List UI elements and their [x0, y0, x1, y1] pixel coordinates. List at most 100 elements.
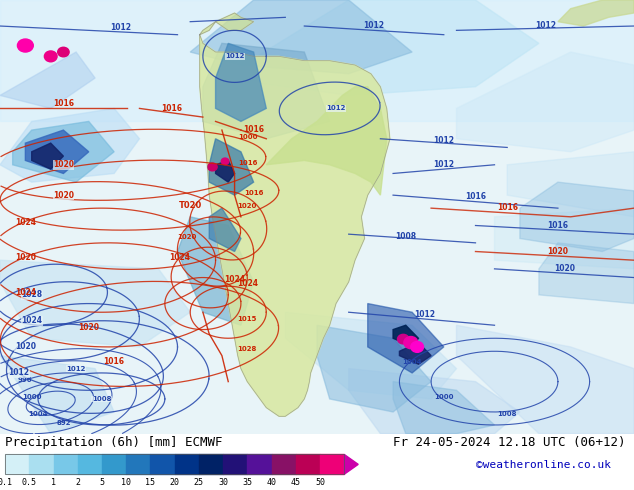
Polygon shape	[200, 35, 390, 417]
Text: 1024: 1024	[15, 288, 36, 297]
Text: 1004: 1004	[403, 359, 422, 365]
Bar	[150, 455, 174, 474]
Text: 1016: 1016	[243, 125, 264, 134]
Text: 1015: 1015	[238, 316, 257, 322]
Text: 10: 10	[121, 478, 131, 487]
Text: 1012: 1012	[327, 105, 346, 111]
Bar	[271, 455, 296, 474]
Text: 1020: 1020	[547, 246, 569, 256]
Text: Precipitation (6h) [mm] ECMWF: Precipitation (6h) [mm] ECMWF	[5, 437, 223, 449]
Text: 1024: 1024	[224, 275, 245, 284]
Text: 1000: 1000	[434, 394, 453, 400]
Text: 1012: 1012	[8, 368, 30, 377]
Text: 25: 25	[194, 478, 204, 487]
Text: ©weatheronline.co.uk: ©weatheronline.co.uk	[476, 460, 611, 469]
Polygon shape	[456, 52, 634, 152]
Text: 30: 30	[218, 478, 228, 487]
Polygon shape	[209, 208, 241, 251]
Polygon shape	[203, 44, 330, 139]
Text: T020: T020	[179, 201, 202, 210]
Polygon shape	[0, 108, 139, 182]
Polygon shape	[190, 0, 412, 74]
Polygon shape	[349, 368, 520, 434]
Text: 1012: 1012	[414, 310, 436, 318]
Bar	[174, 455, 199, 474]
Text: 0.5: 0.5	[22, 478, 37, 487]
Polygon shape	[0, 0, 634, 122]
Text: 1016: 1016	[103, 357, 125, 366]
Text: 1020: 1020	[53, 191, 74, 199]
Text: 35: 35	[242, 478, 252, 487]
Text: 1004: 1004	[29, 411, 48, 417]
Text: 1012: 1012	[433, 136, 455, 145]
Ellipse shape	[404, 337, 418, 349]
Text: 1: 1	[51, 478, 56, 487]
Text: 1024: 1024	[236, 279, 258, 288]
Text: 1020: 1020	[15, 253, 36, 262]
Polygon shape	[317, 325, 431, 412]
Polygon shape	[368, 304, 444, 373]
Bar	[296, 455, 320, 474]
Text: 1020: 1020	[553, 264, 575, 273]
Text: 1024: 1024	[169, 253, 190, 262]
Polygon shape	[216, 160, 235, 182]
Text: 1020: 1020	[238, 203, 257, 209]
Polygon shape	[285, 312, 456, 399]
Text: 1000: 1000	[22, 394, 41, 400]
Polygon shape	[520, 182, 634, 251]
Text: 1016: 1016	[53, 99, 74, 108]
Bar	[78, 455, 102, 474]
Text: 2: 2	[75, 478, 81, 487]
Text: 1012: 1012	[363, 21, 385, 30]
Text: 1012: 1012	[534, 21, 556, 30]
Text: 45: 45	[291, 478, 301, 487]
Polygon shape	[209, 139, 254, 195]
Text: 0.1: 0.1	[0, 478, 13, 487]
Text: 1020: 1020	[78, 322, 100, 332]
Ellipse shape	[58, 47, 69, 57]
Ellipse shape	[411, 342, 424, 352]
Polygon shape	[539, 243, 634, 304]
Text: 1016: 1016	[496, 203, 518, 212]
Polygon shape	[0, 260, 190, 347]
Text: 1028: 1028	[21, 291, 42, 299]
Text: 892: 892	[56, 420, 70, 426]
Text: 1016: 1016	[238, 160, 257, 166]
Polygon shape	[200, 13, 254, 35]
Polygon shape	[344, 455, 358, 474]
Text: 1020: 1020	[177, 234, 197, 240]
Polygon shape	[393, 325, 418, 347]
Text: Fr 24-05-2024 12.18 UTC (06+12): Fr 24-05-2024 12.18 UTC (06+12)	[393, 437, 626, 449]
Polygon shape	[32, 143, 63, 169]
Bar	[5, 455, 29, 474]
Polygon shape	[266, 87, 387, 195]
Polygon shape	[13, 122, 114, 182]
Polygon shape	[222, 0, 539, 96]
Text: 20: 20	[170, 478, 179, 487]
Polygon shape	[393, 382, 495, 434]
Text: 1020: 1020	[53, 160, 74, 169]
Ellipse shape	[221, 158, 229, 165]
Ellipse shape	[398, 334, 409, 344]
Text: 50: 50	[315, 478, 325, 487]
Bar	[102, 455, 126, 474]
Text: 1008: 1008	[92, 396, 111, 402]
Bar	[5, 455, 344, 474]
Polygon shape	[507, 152, 634, 217]
Text: 15: 15	[145, 478, 155, 487]
Bar	[199, 455, 223, 474]
Polygon shape	[495, 208, 634, 269]
Ellipse shape	[44, 51, 57, 62]
Text: 1016: 1016	[547, 220, 569, 230]
Polygon shape	[0, 356, 114, 434]
Polygon shape	[558, 0, 634, 26]
Polygon shape	[178, 217, 254, 325]
Bar	[53, 455, 78, 474]
Text: 996: 996	[18, 377, 32, 383]
Text: 1012: 1012	[225, 53, 244, 59]
Polygon shape	[216, 44, 266, 122]
Text: 1016: 1016	[160, 103, 182, 113]
Text: 1012: 1012	[110, 24, 131, 32]
Bar	[247, 455, 271, 474]
Text: 1016: 1016	[465, 193, 486, 201]
